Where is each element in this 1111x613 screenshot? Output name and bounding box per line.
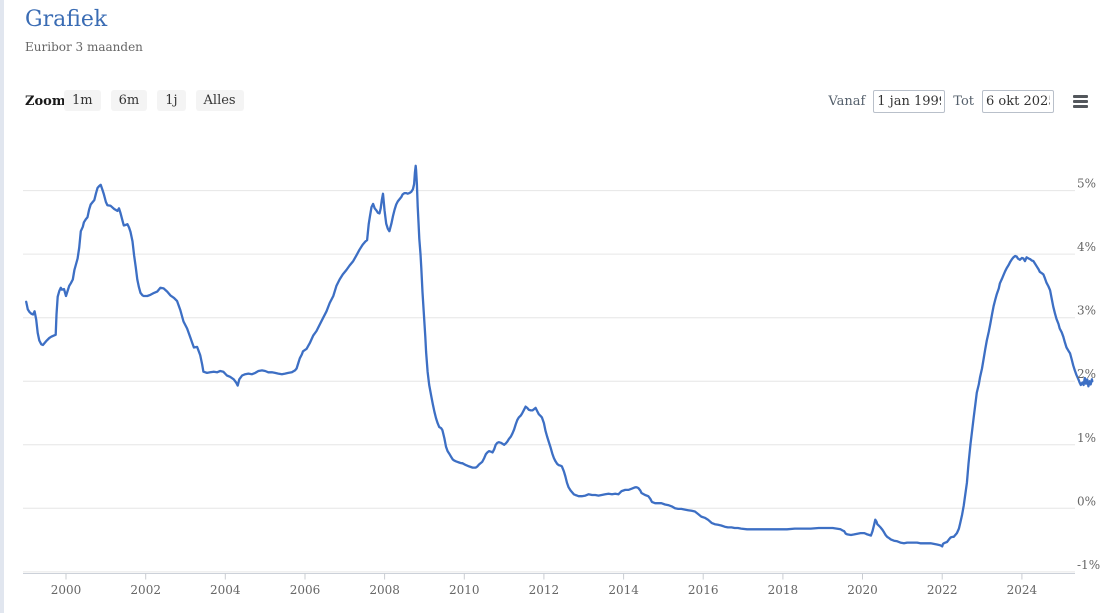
chart-context-menu-button[interactable] xyxy=(1072,93,1089,110)
y-axis-label-2%: 2% xyxy=(1077,367,1096,381)
to-date-input[interactable] xyxy=(982,90,1054,113)
x-axis-label-2000: 2000 xyxy=(51,583,82,597)
hamburger-icon xyxy=(1073,95,1088,98)
x-axis-label-2020: 2020 xyxy=(847,583,878,597)
to-label: Tot xyxy=(953,94,974,109)
x-axis-label-2004: 2004 xyxy=(210,583,241,597)
x-axis-labels: 2000 2002 2004 2006 2008 2010 2012 2014 2016 2018… xyxy=(51,583,1038,597)
page-left-border xyxy=(0,0,4,613)
x-axis-label-2012: 2012 xyxy=(529,583,560,597)
x-axis-label-2008: 2008 xyxy=(369,583,400,597)
hamburger-icon xyxy=(1073,100,1088,103)
x-axis-label-2014: 2014 xyxy=(608,583,639,597)
y-axis-label-3%: 3% xyxy=(1077,304,1096,318)
euribor-line-series xyxy=(25,164,1094,548)
x-axis-label-2024: 2024 xyxy=(1007,583,1038,597)
zoom-label: Zoom xyxy=(25,94,66,109)
y-axis-label-0%: 0% xyxy=(1077,494,1096,508)
x-axis xyxy=(23,573,1075,580)
y-axis-labels: 5% 4% 3% 2% 1% 0% -1% xyxy=(1077,177,1100,572)
x-axis-label-2002: 2002 xyxy=(130,583,161,597)
x-axis-label-2010: 2010 xyxy=(449,583,480,597)
x-axis-label-2018: 2018 xyxy=(768,583,799,597)
zoom-button-1j[interactable]: 1j xyxy=(157,90,186,111)
zoom-button-alles[interactable]: Alles xyxy=(195,90,244,111)
y-axis-label-1%: 1% xyxy=(1077,431,1096,445)
x-axis-label-2006: 2006 xyxy=(290,583,321,597)
from-date-input[interactable] xyxy=(873,90,946,113)
page-subtitle: Euribor 3 maanden xyxy=(25,40,143,54)
zoom-button-6m[interactable]: 6m xyxy=(110,90,148,111)
page-title: Grafiek xyxy=(25,7,108,32)
zoom-button-group: 1m 6m 1j Alles xyxy=(64,90,244,111)
y-gridlines xyxy=(23,190,1075,573)
series-euribor-3-maanden xyxy=(25,164,1094,548)
hamburger-icon xyxy=(1073,105,1088,108)
x-axis-label-2022: 2022 xyxy=(927,583,958,597)
date-range-controls: Vanaf Tot xyxy=(828,90,1089,113)
from-label: Vanaf xyxy=(828,94,866,109)
y-axis-label--1%: -1% xyxy=(1077,558,1100,572)
y-axis-label-4%: 4% xyxy=(1077,240,1096,254)
plot-area[interactable] xyxy=(26,150,1078,574)
y-axis-label-5%: 5% xyxy=(1077,177,1096,191)
zoom-button-1m[interactable]: 1m xyxy=(64,90,101,111)
x-axis-label-2016: 2016 xyxy=(688,583,719,597)
